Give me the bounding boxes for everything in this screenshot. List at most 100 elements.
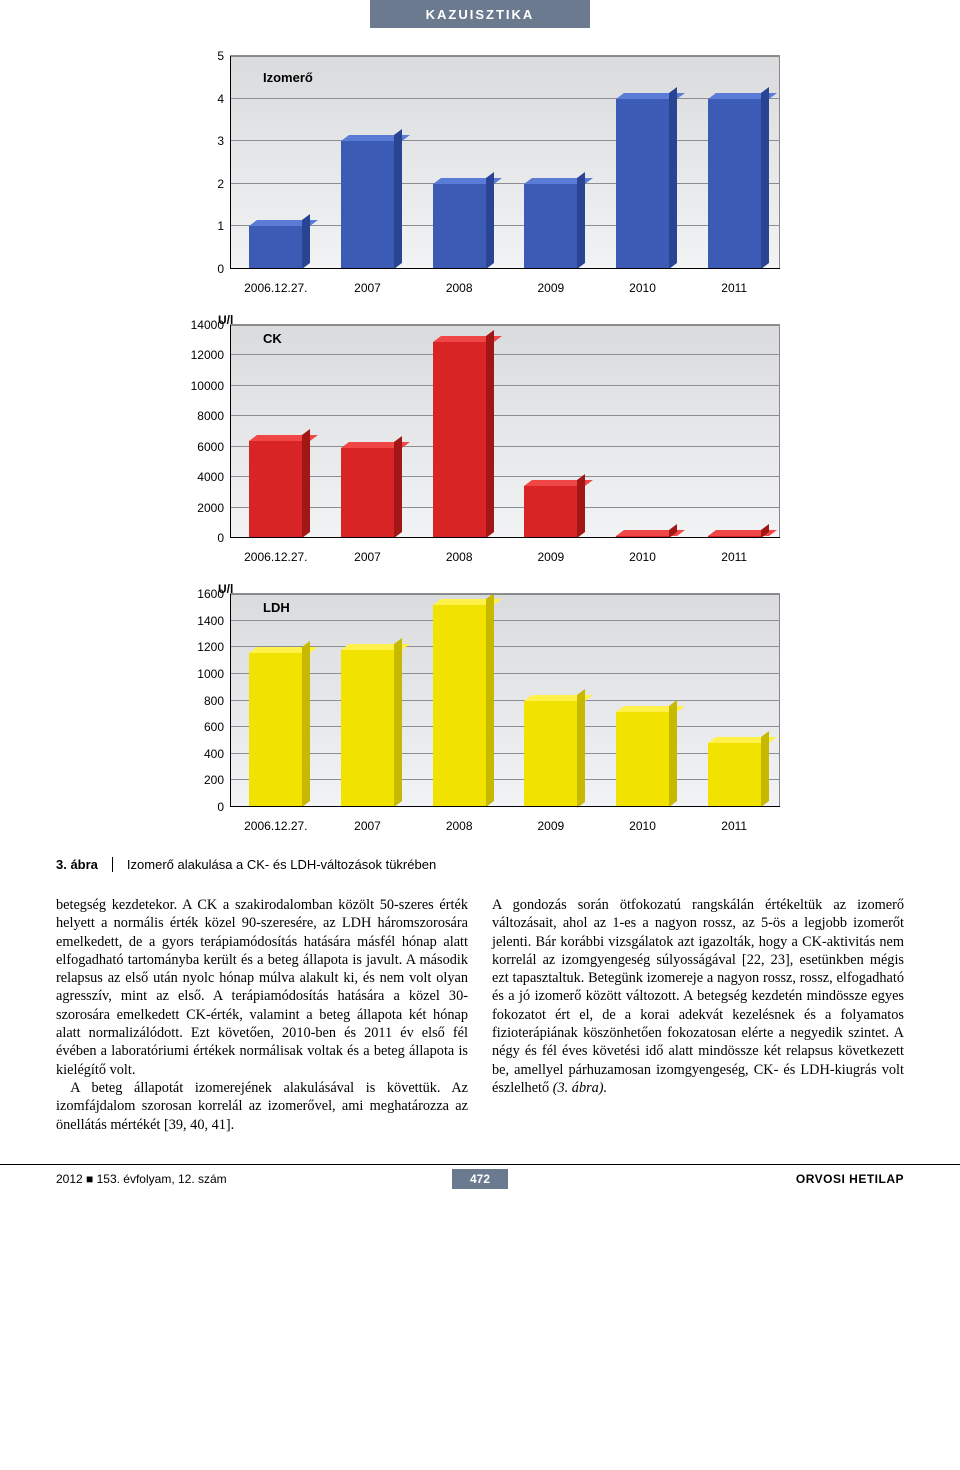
bar-slot — [413, 325, 505, 538]
bar — [249, 653, 302, 807]
y-tick-label: 400 — [204, 747, 230, 761]
y-tick-label: 3 — [217, 134, 230, 148]
x-tick-label: 2011 — [688, 550, 780, 564]
bar-slot — [688, 325, 780, 538]
body-col-right: A gondozás során ötfokozatú rangskálán é… — [492, 896, 904, 1134]
charts-container: 012345Izomerő2006.12.27.2007200820092010… — [160, 46, 800, 839]
bar — [524, 486, 577, 538]
y-tick-label: 6000 — [197, 440, 230, 454]
body-text: A gondozás során ötfokozatú rangskálán é… — [492, 897, 904, 1096]
y-tick-label: 1 — [217, 219, 230, 233]
figure-reference: (3. ábra). — [553, 1080, 607, 1096]
bar-slot — [413, 56, 505, 269]
bar — [708, 743, 761, 807]
x-axis — [230, 806, 780, 807]
x-tick-label: 2006.12.27. — [230, 819, 322, 833]
plot-area: 02000400060008000100001200014000CK — [230, 325, 780, 538]
series-label: Izomerő — [263, 70, 313, 85]
x-tick-label: 2009 — [505, 550, 597, 564]
x-tick-label: 2006.12.27. — [230, 281, 322, 295]
x-tick-label: 2010 — [597, 281, 689, 295]
y-axis — [230, 56, 231, 269]
bar-slot — [230, 594, 322, 807]
bar — [249, 441, 302, 538]
x-labels: 2006.12.27.20072008200920102011 — [230, 550, 780, 564]
plot-area: 02004006008001000120014001600LDH — [230, 594, 780, 807]
bar-slot — [505, 56, 597, 269]
footer-right: ORVOSI HETILAP — [508, 1172, 904, 1186]
x-tick-label: 2010 — [597, 550, 689, 564]
y-tick-label: 1200 — [197, 640, 230, 654]
y-axis — [230, 594, 231, 807]
y-tick-label: 0 — [217, 800, 230, 814]
bar-slot — [230, 325, 322, 538]
figure-caption-text: Izomerő alakulása a CK- és LDH-változáso… — [127, 857, 436, 872]
x-tick-label: 2007 — [322, 550, 414, 564]
bar — [341, 650, 394, 807]
x-tick-label: 2011 — [688, 819, 780, 833]
y-tick-label: 600 — [204, 720, 230, 734]
y-tick-label: 1000 — [197, 667, 230, 681]
body-col-left: betegség kezdetekor. A CK a szakirodalom… — [56, 896, 468, 1134]
x-tick-label: 2009 — [505, 281, 597, 295]
bar-slot — [597, 594, 689, 807]
bar — [433, 605, 486, 807]
x-tick-label: 2007 — [322, 281, 414, 295]
chart: U/l02004006008001000120014001600LDH2006.… — [170, 584, 790, 839]
body-para: A gondozás során ötfokozatú rangskálán é… — [492, 896, 904, 1097]
y-tick-label: 12000 — [191, 348, 230, 362]
plot-area: 012345Izomerő — [230, 56, 780, 269]
bar — [616, 99, 669, 269]
y-tick-label: 0 — [217, 262, 230, 276]
y-tick-label: 200 — [204, 773, 230, 787]
bar — [341, 448, 394, 538]
bar — [524, 701, 577, 808]
bar-slot — [688, 594, 780, 807]
bar-slot — [322, 325, 414, 538]
bar-slot — [597, 56, 689, 269]
y-tick-label: 4000 — [197, 470, 230, 484]
body-para: A beteg állapotát izomerejének alakulásá… — [56, 1079, 468, 1134]
bars — [230, 325, 780, 538]
bar-slot — [413, 594, 505, 807]
bar-slot — [322, 56, 414, 269]
x-tick-label: 2008 — [413, 550, 505, 564]
bar — [433, 184, 486, 269]
x-tick-label: 2009 — [505, 819, 597, 833]
figure-label: 3. ábra — [56, 857, 113, 872]
bar — [341, 141, 394, 269]
x-tick-label: 2006.12.27. — [230, 550, 322, 564]
y-axis — [230, 325, 231, 538]
x-labels: 2006.12.27.20072008200920102011 — [230, 819, 780, 833]
page-footer: 2012 ■ 153. évfolyam, 12. szám 472 ORVOS… — [0, 1164, 960, 1199]
bar — [616, 712, 669, 807]
body-columns: betegség kezdetekor. A CK a szakirodalom… — [0, 896, 960, 1158]
x-axis — [230, 537, 780, 538]
y-tick-label: 2 — [217, 177, 230, 191]
figure-caption: 3. ábra Izomerő alakulása a CK- és LDH-v… — [56, 857, 904, 872]
footer-left: 2012 ■ 153. évfolyam, 12. szám — [56, 1172, 452, 1186]
x-axis — [230, 268, 780, 269]
y-tick-label: 4 — [217, 92, 230, 106]
y-tick-label: 800 — [204, 694, 230, 708]
y-tick-label: 5 — [217, 49, 230, 63]
y-tick-label: 14000 — [191, 318, 230, 332]
y-tick-label: 0 — [217, 531, 230, 545]
y-tick-label: 1600 — [197, 587, 230, 601]
bar — [433, 342, 486, 538]
x-tick-label: 2010 — [597, 819, 689, 833]
bar-slot — [230, 56, 322, 269]
x-tick-label: 2008 — [413, 281, 505, 295]
x-tick-label: 2008 — [413, 819, 505, 833]
x-tick-label: 2007 — [322, 819, 414, 833]
bar — [524, 184, 577, 269]
series-label: LDH — [263, 600, 290, 615]
y-tick-label: 8000 — [197, 409, 230, 423]
series-label: CK — [263, 331, 282, 346]
footer-page: 472 — [452, 1169, 508, 1189]
bar-slot — [597, 325, 689, 538]
x-labels: 2006.12.27.20072008200920102011 — [230, 281, 780, 295]
y-tick-label: 1400 — [197, 614, 230, 628]
body-para: betegség kezdetekor. A CK a szakirodalom… — [56, 896, 468, 1079]
bar — [249, 226, 302, 269]
